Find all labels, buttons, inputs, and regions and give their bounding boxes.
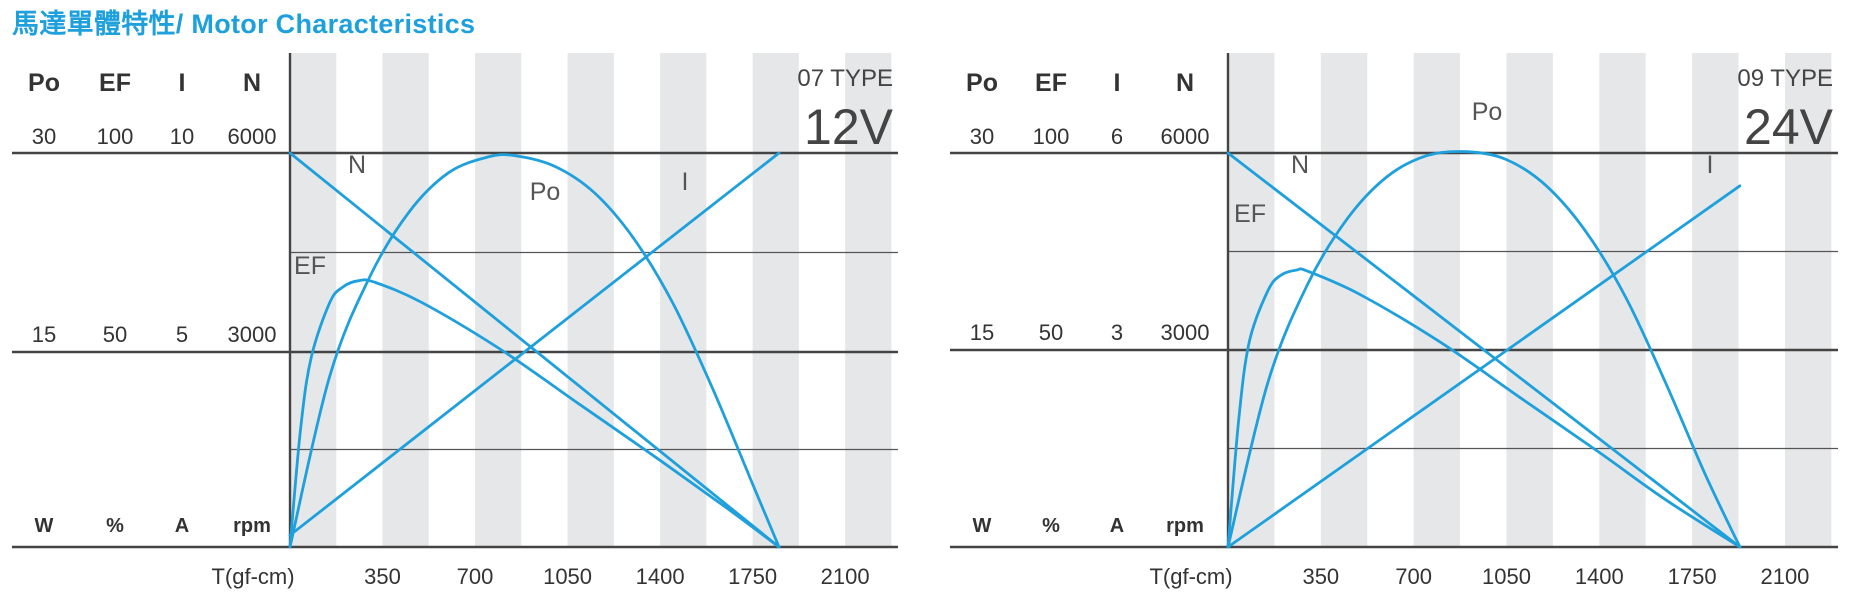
chart1-axis-unit-1: % — [106, 515, 124, 537]
chart2-x-tick: 1400 — [1575, 564, 1624, 589]
chart2-series-n — [1226, 151, 1742, 549]
chart2-axis-name-0: Po — [966, 69, 998, 97]
chart2-axis-mid-0: 15 — [970, 320, 994, 345]
chart1-curve-label-ef: EF — [294, 252, 326, 280]
chart2-axis-name-3: N — [1176, 69, 1194, 97]
chart1-axis-name-1: EF — [99, 69, 131, 97]
grid-band — [1784, 53, 1832, 547]
chart2-axis-mid-3: 3000 — [1161, 320, 1210, 345]
chart2-x-tick: 700 — [1395, 564, 1432, 589]
chart1-axis-mid-0: 15 — [32, 322, 56, 347]
chart2-curve-label-i: I — [1707, 151, 1714, 179]
chart1-axis-mid-2: 5 — [176, 322, 188, 347]
grid-band — [845, 53, 892, 547]
grid-band — [1599, 53, 1646, 547]
chart1-axis-name-0: Po — [28, 69, 60, 97]
chart1-axis-mid-3: 3000 — [228, 322, 277, 347]
chart1-curve-label-i: I — [682, 168, 689, 196]
grid-band — [382, 53, 429, 547]
chart2-voltage-label: 24V — [1744, 99, 1834, 155]
chart2-axis-max-1: 100 — [1033, 124, 1070, 149]
chart2-series-ef — [1226, 267, 1742, 549]
chart1-x-axis-label: T(gf-cm) — [211, 564, 294, 589]
chart1-series-ef — [288, 278, 781, 549]
grid-band — [1413, 53, 1461, 547]
chart2-axis-max-0: 30 — [970, 124, 994, 149]
chart1-x-tick: 1050 — [543, 564, 592, 589]
chart1-x-tick: 350 — [364, 564, 401, 589]
chart2-axis-unit-0: W — [973, 515, 992, 537]
chart2-model-label: 09 TYPE — [1737, 65, 1833, 92]
chart2-axis-mid-2: 3 — [1111, 320, 1123, 345]
chart2-curve-label-po: Po — [1472, 98, 1503, 126]
chart1-axis-max-2: 10 — [170, 124, 194, 149]
chart1-series-n — [288, 151, 781, 549]
chart2-x-tick: 1050 — [1482, 564, 1531, 589]
chart1-axis-max-0: 30 — [32, 124, 56, 149]
chart2-curve-label-ef: EF — [1234, 200, 1266, 228]
chart2-x-tick: 350 — [1302, 564, 1339, 589]
chart2-series-i — [1226, 184, 1742, 549]
chart1-axis-max-1: 100 — [97, 124, 134, 149]
chart1-series-i — [288, 151, 781, 537]
chart2-axis-unit-1: % — [1042, 515, 1060, 537]
chart2-axis-name-1: EF — [1035, 69, 1067, 97]
chart1-axis-max-3: 6000 — [228, 124, 277, 149]
chart1-x-tick: 700 — [457, 564, 494, 589]
chart1-axis-unit-2: A — [175, 515, 189, 537]
chart1-curve-label-n: N — [348, 151, 366, 179]
grid-band — [1320, 53, 1368, 547]
chart2-axis-max-3: 6000 — [1161, 124, 1210, 149]
grid-band — [475, 53, 522, 547]
chart2-series-po — [1226, 150, 1742, 549]
grid-band — [752, 53, 799, 547]
chart2-x-tick: 2100 — [1760, 564, 1809, 589]
chart2-axis-unit-3: rpm — [1166, 515, 1204, 537]
chart2-axis-name-2: I — [1114, 69, 1121, 97]
chart2-x-tick: 1750 — [1668, 564, 1717, 589]
chart1-axis-name-3: N — [243, 69, 261, 97]
chart1-voltage-label: 12V — [804, 99, 894, 155]
chart2-axis-max-2: 6 — [1111, 124, 1123, 149]
chart1-axis-unit-3: rpm — [233, 515, 271, 537]
chart1-curve-label-po: Po — [530, 178, 561, 206]
chart2-x-axis-label: T(gf-cm) — [1149, 564, 1232, 589]
page-title: 馬達單體特性/ Motor Characteristics — [12, 9, 476, 39]
chart1-model-label: 07 TYPE — [797, 65, 893, 92]
chart2-axis-unit-2: A — [1110, 515, 1124, 537]
chart1-axis-mid-1: 50 — [103, 322, 127, 347]
chart1-series-po — [288, 153, 781, 549]
chart1-x-tick: 1750 — [728, 564, 777, 589]
chart1-axis-name-2: I — [179, 69, 186, 97]
grid-band — [1506, 53, 1553, 547]
grid-band — [1692, 53, 1739, 547]
chart2-curve-label-n: N — [1291, 151, 1309, 179]
chart1-x-tick: 2100 — [821, 564, 870, 589]
chart1-x-tick: 1400 — [636, 564, 685, 589]
chart2-axis-mid-1: 50 — [1039, 320, 1063, 345]
chart1-axis-unit-0: W — [35, 515, 54, 537]
grid-band — [660, 53, 707, 547]
